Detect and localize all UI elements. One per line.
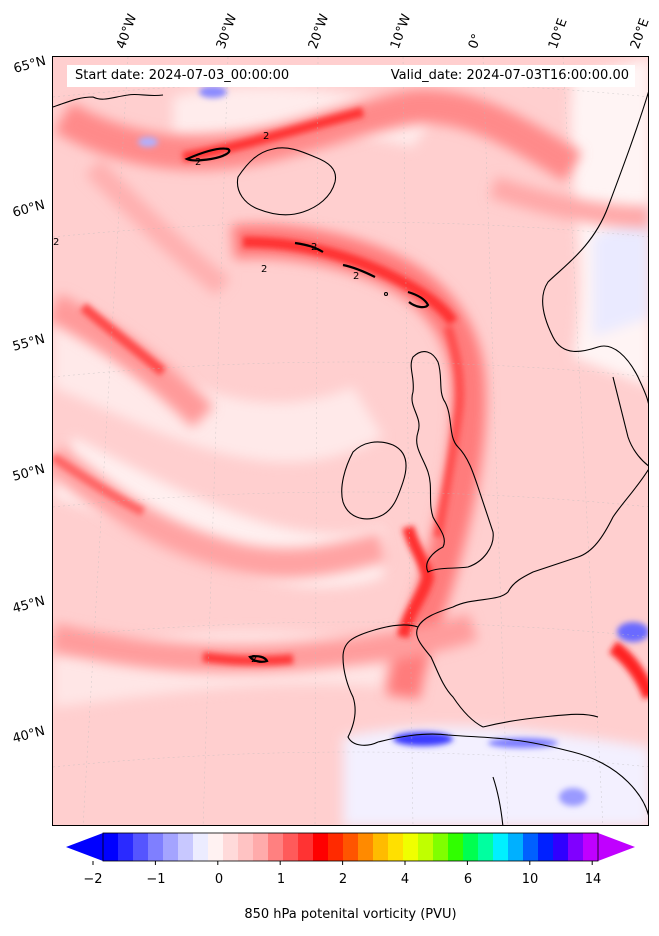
lon-label-40w: 40°W — [113, 12, 141, 51]
cb-tick-label: 6 — [463, 872, 473, 887]
contour-band-c — [407, 290, 430, 309]
colorbar-cell — [493, 833, 509, 861]
colorbar-over-arrow — [598, 833, 635, 861]
colorbar-cell — [583, 833, 599, 861]
colorbar-cell — [463, 833, 479, 861]
contour-atlantic — [248, 655, 269, 663]
valid-date: Valid_date: 2024-07-03T16:00:00.00 — [390, 68, 629, 83]
lat-label-55n: 55°N — [11, 331, 47, 355]
colorbar-cell — [568, 833, 584, 861]
colorbar-cell — [478, 833, 494, 861]
coast-mediterranean — [482, 713, 599, 728]
coast-sweden — [612, 376, 648, 467]
cb-tick-label: 10 — [521, 872, 539, 887]
contour-label-6: 2 — [53, 237, 59, 248]
contour-labels: 2 2 2 2 2 2 2 — [53, 131, 359, 665]
coast-iceland — [236, 147, 337, 216]
colorbar-cell — [268, 833, 284, 861]
vorticity-field: 2 2 2 2 2 2 2 — [53, 57, 648, 825]
lon-label-20w: 20°W — [305, 12, 333, 51]
colorbar-cell — [313, 833, 329, 861]
colorbar — [66, 832, 635, 865]
colorbar-cell — [163, 833, 179, 861]
cb-tick-label: −1 — [146, 872, 166, 887]
cb-tick-label: 0 — [214, 872, 224, 887]
colorbar-cell — [223, 833, 239, 861]
contour-label-3: 2 — [311, 242, 317, 253]
lon-label-20e: 20°E — [627, 16, 653, 51]
lat-label-50n: 50°N — [11, 461, 47, 485]
colorbar-cell — [523, 833, 539, 861]
colorbar-cell — [433, 833, 449, 861]
date-header: Start date: 2024-07-03_00:00:00 Valid_da… — [67, 65, 635, 87]
colorbar-cell — [538, 833, 554, 861]
contour-greenland-sea — [184, 147, 231, 162]
coast-norway — [542, 91, 648, 405]
coast-faroe — [383, 291, 389, 297]
lon-label-10e: 10°E — [545, 16, 571, 51]
coast-iberia-north — [342, 624, 419, 746]
coast-morocco — [492, 776, 504, 825]
start-date: Start date: 2024-07-03_00:00:00 — [75, 68, 290, 83]
colorbar-cell — [193, 833, 209, 861]
colorbar-outline — [102, 832, 599, 862]
colorbar-cell — [553, 833, 569, 861]
coast-north-africa — [377, 733, 648, 816]
lon-label-30w: 30°W — [213, 12, 241, 51]
cb-tick-label: 14 — [584, 872, 602, 887]
colorbar-label: 850 hPa potenital vorticity (PVU) — [244, 907, 457, 922]
colorbar-cell — [418, 833, 434, 861]
colorbar-cell — [358, 833, 374, 861]
coast-ireland — [341, 441, 407, 520]
colorbar-cell — [238, 833, 254, 861]
cb-tick-label: 2 — [338, 872, 348, 887]
coast-britain — [410, 351, 494, 573]
contour-label-1: 2 — [263, 131, 269, 142]
contour-label-2: 2 — [195, 157, 201, 168]
pv2-contours — [184, 147, 430, 663]
contour-label-7: 2 — [251, 654, 257, 665]
colorbar-cell — [133, 833, 149, 861]
cb-tick-label: 4 — [400, 872, 410, 887]
colorbar-cell — [388, 833, 404, 861]
coast-greenland — [53, 93, 164, 108]
colorbar-under-arrow — [66, 833, 103, 861]
contour-band-b — [342, 263, 376, 278]
contour-label-4: 2 — [261, 264, 267, 275]
lat-label-65n: 65°N — [12, 53, 48, 77]
lat-label-40n: 40°N — [11, 723, 47, 747]
colorbar-cell — [148, 833, 164, 861]
cb-tick-label: −2 — [83, 872, 103, 887]
colorbar-cell — [283, 833, 299, 861]
colorbar-cell — [208, 833, 224, 861]
colorbar-cell — [298, 833, 314, 861]
colorbar-cells — [103, 833, 599, 861]
colorbar-cell — [103, 833, 119, 861]
lat-label-60n: 60°N — [11, 197, 47, 221]
coast-europe — [416, 469, 648, 728]
colorbar-cell — [343, 833, 359, 861]
contour-label-5: 2 — [353, 271, 359, 282]
lat-label-45n: 45°N — [11, 593, 47, 617]
cb-tick-label: 1 — [276, 872, 286, 887]
coastlines — [53, 91, 648, 825]
colorbar-cell — [448, 833, 464, 861]
colorbar-cell — [253, 833, 269, 861]
colorbar-cell — [118, 833, 134, 861]
colorbar-cell — [328, 833, 344, 861]
lon-label-10w: 10°W — [387, 12, 415, 51]
vorticity-cores — [53, 107, 648, 700]
colorbar-cell — [373, 833, 389, 861]
colorbar-cell — [403, 833, 419, 861]
colorbar-cell — [178, 833, 194, 861]
lon-label-0: 0° — [465, 31, 486, 51]
colorbar-ticks — [92, 861, 593, 865]
contour-band-a — [294, 241, 324, 253]
colorbar-cell — [508, 833, 524, 861]
map-panel: 2 2 2 2 2 2 2 Start date: 2024-07-03_00:… — [52, 56, 649, 826]
